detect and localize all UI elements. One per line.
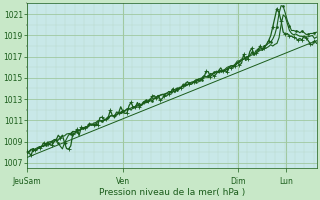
X-axis label: Pression niveau de la mer( hPa ): Pression niveau de la mer( hPa ): [99, 188, 245, 197]
